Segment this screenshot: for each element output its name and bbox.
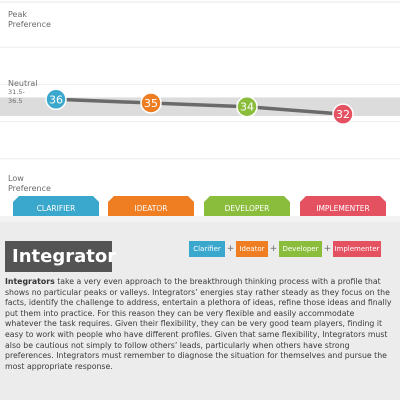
profile-description: Integrators take a very even approach to… [5,277,393,372]
legend-separator: + [226,244,235,254]
category-tab-developer [204,196,290,216]
category-label-ideator: IDEATOR [135,204,168,213]
data-label-ideator: 35 [144,97,158,110]
y-label-neutral: Neutral [8,79,38,88]
legend-item-implementer: Implementer [333,241,381,257]
description-lead: Integrators [5,277,55,286]
y-label-low: Low Preference [8,174,51,193]
data-label-developer: 34 [240,101,254,114]
chart-footer-stripe [0,217,400,222]
data-label-clarifier: 36 [49,93,63,106]
category-tab-ideator [108,196,194,216]
legend-item-developer: Developer [279,241,322,257]
legend-separator: + [323,244,332,254]
category-label-clarifier: CLARIFIER [37,204,76,213]
category-tab-clarifier [13,196,99,216]
data-point-ideator [140,92,162,114]
data-label-implementer: 32 [336,108,350,121]
legend-item-clarifier: Clarifier [189,241,225,257]
legend-item-ideator: Ideator [236,241,268,257]
profile-title: Integrator [5,241,116,272]
profile-chart-svg: 36 35 34 32 CLARIFIER IDEATOR DEVELOPER IMPLEME… [0,1,400,218]
category-label-developer: DEVELOPER [225,204,270,213]
data-point-clarifier [45,88,67,111]
data-point-implementer [332,103,354,125]
legend-separator: + [269,244,278,254]
category-tab-implementer [300,196,386,216]
y-label-peak: Peak Preference [8,10,51,29]
category-label-implementer: IMPLEMENTER [316,204,369,213]
description-body: take a very even approach to the breakth… [5,277,392,371]
profile-chart: 36 35 34 32 CLARIFIER IDEATOR DEVELOPER IMPLEME… [0,1,400,218]
data-point-developer [236,95,258,118]
y-label-neutral-range: 31.5- 36.5 [8,88,25,105]
series-line [55,97,344,116]
